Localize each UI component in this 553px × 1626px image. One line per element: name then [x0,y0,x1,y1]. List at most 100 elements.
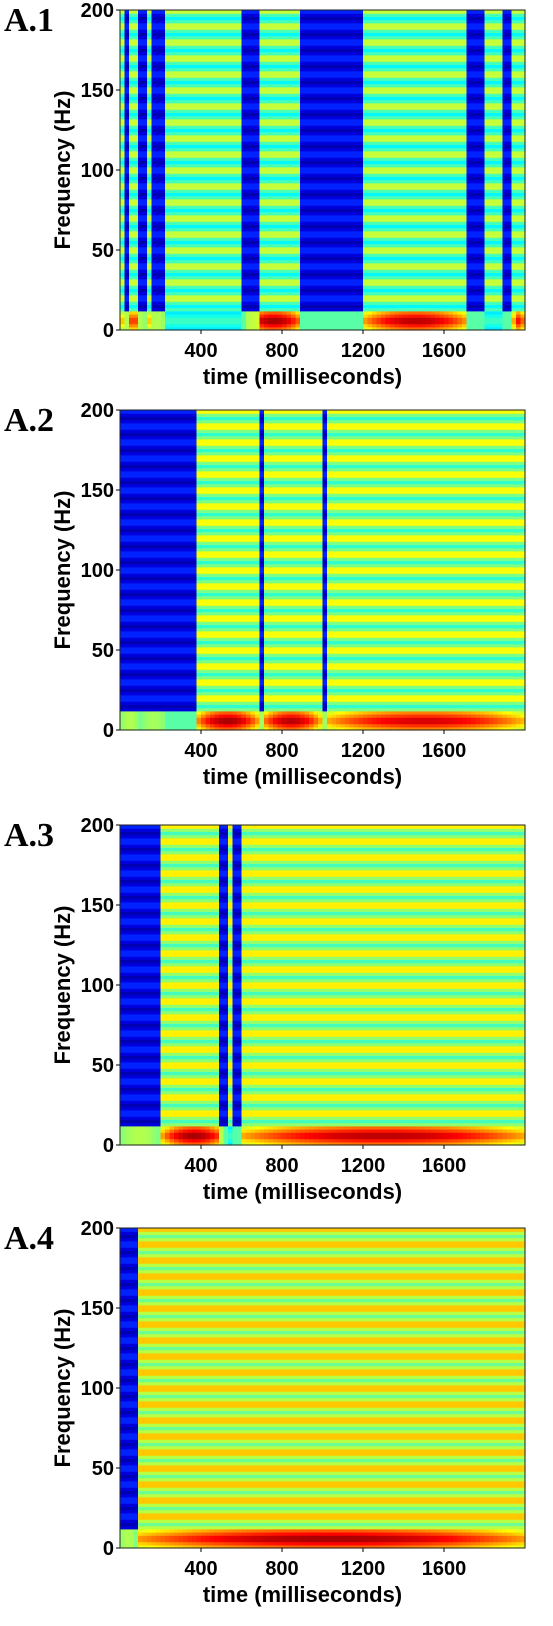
spectrogram-cell [120,262,126,267]
spectrogram-cell [192,282,198,286]
spectrogram-cell [273,166,279,171]
spectrogram-cell [210,26,216,30]
spectrogram-cell [340,237,346,241]
spectrogram-cell [183,83,189,88]
spectrogram-cell [277,109,283,113]
spectrogram-cell [178,211,184,216]
spectrogram-cell [156,205,162,209]
spectrogram-cell [192,112,198,117]
spectrogram-cell [120,122,126,126]
spectrogram-cell [318,310,324,315]
spectrogram-cell [174,83,180,88]
spectrogram-cell [214,58,220,62]
spectrogram-cell [340,278,346,283]
spectrogram-cell [340,154,346,158]
spectrogram-cell [151,262,157,267]
spectrogram-cell [192,224,198,229]
spectrogram-cell [286,314,292,318]
spectrogram-cell [232,323,238,328]
spectrogram-cell [210,22,216,27]
spectrogram-cell [214,269,220,273]
spectrogram-cell [286,77,292,81]
spectrogram-cell [255,10,261,14]
spectrogram-cell [246,211,252,216]
spectrogram-cell [282,182,288,187]
spectrogram-cell [192,186,198,190]
spectrogram-cell [210,144,216,149]
spectrogram-cell [196,221,202,225]
spectrogram-cell [246,243,252,248]
spectrogram-cell [223,291,229,296]
spectrogram-cell [237,150,243,155]
spectrogram-cell [138,48,144,53]
spectrogram-cell [318,90,324,94]
spectrogram-cell [142,304,148,309]
spectrogram-cell [174,304,180,309]
spectrogram-cell [165,128,171,133]
spectrogram-cell [295,202,301,206]
spectrogram-cell [138,285,144,289]
spectrogram-cell [322,237,328,241]
spectrogram-cell [201,29,207,33]
spectrogram-cell [259,186,265,190]
spectrogram-cell [313,173,319,177]
spectrogram-cell [192,179,198,184]
spectrogram-cell [210,83,216,88]
spectrogram-cell [268,294,274,299]
spectrogram-cell [264,246,270,251]
spectrogram-cell [304,80,310,85]
spectrogram-cell [201,256,207,261]
spectrogram-cell [201,173,207,177]
spectrogram-cell [219,70,225,75]
spectrogram-cell [331,314,337,318]
spectrogram-cell [120,189,126,193]
spectrogram-cell [223,93,229,97]
spectrogram-cell [178,48,184,53]
spectrogram-cell [309,278,315,283]
spectrogram-cell [138,176,144,181]
spectrogram-cell [147,19,153,24]
spectrogram-cell [228,310,234,315]
spectrogram-cell [124,317,130,321]
spectrogram-cell [138,298,144,302]
spectrogram-cell [183,154,189,158]
spectrogram-cell [133,221,139,225]
spectrogram-cell [124,51,130,56]
spectrogram-cell [327,160,333,165]
spectrogram-cell [187,141,193,145]
spectrogram-cell [286,234,292,238]
spectrogram-cell [124,269,130,273]
spectrogram-cell [214,61,220,65]
spectrogram-cell [151,93,157,97]
spectrogram-cell [124,13,130,17]
spectrogram-cell [300,195,306,200]
spectrogram-cell [138,227,144,232]
spectrogram-cell [340,42,346,46]
spectrogram-cell [205,182,211,187]
spectrogram-cell [322,326,328,331]
spectrogram-cell [264,29,270,33]
spectrogram-cell [246,186,252,190]
spectrogram-cell [313,38,319,43]
spectrogram-cell [124,230,130,235]
spectrogram-cell [138,70,144,75]
spectrogram-cell [322,285,328,289]
spectrogram-cell [295,26,301,30]
spectrogram-cell [309,208,315,213]
spectrogram-cell [196,192,202,197]
spectrogram-cell [174,234,180,238]
spectrogram-cell [291,246,297,251]
spectrogram-cell [142,294,148,299]
spectrogram-cell [331,131,337,136]
spectrogram-cell [183,42,189,46]
spectrogram-cell [169,304,175,309]
spectrogram-cell [219,35,225,40]
spectrogram-cell [223,240,229,245]
spectrogram-cell [313,176,319,181]
spectrogram-cell [259,230,265,235]
spectrogram-cell [286,112,292,117]
spectrogram-cell [268,13,274,17]
spectrogram-cell [295,224,301,229]
spectrogram-cell [237,122,243,126]
spectrogram-cell [286,218,292,222]
